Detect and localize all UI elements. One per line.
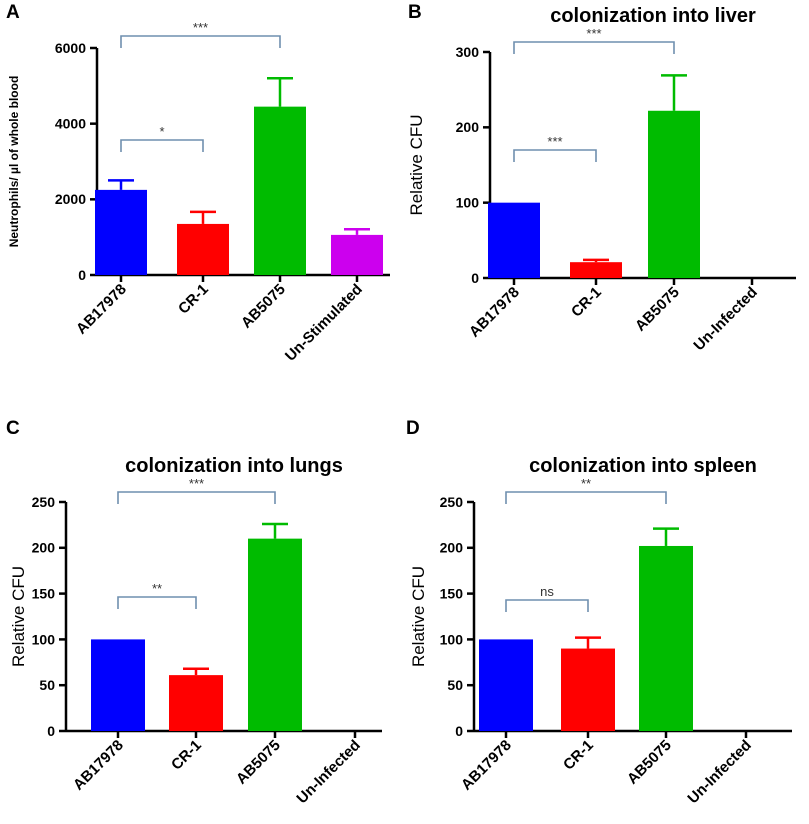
x-category-label: Un-Infected [293, 737, 363, 807]
x-category-label: AB17978 [458, 737, 515, 794]
significance-bracket [120, 35, 281, 48]
bar-cr-1 [177, 223, 229, 275]
y-tick-label: 250 [32, 494, 56, 510]
y-tick-label: 50 [447, 677, 463, 693]
y-tick-label: 100 [456, 195, 480, 211]
y-tick-label: 0 [78, 267, 86, 283]
significance-label: ** [581, 476, 591, 491]
x-category-label: Un-Infected [690, 284, 760, 354]
y-tick-label: 4000 [55, 116, 86, 132]
significance-bracket [505, 491, 667, 504]
chart-title: colonization into spleen [529, 455, 757, 477]
x-category-label: Un-Infected [684, 737, 754, 807]
bar-ab5075 [648, 110, 700, 278]
x-category-label: CR-1 [560, 737, 597, 774]
chart-title: colonization into lungs [125, 455, 343, 477]
significance-label: * [159, 124, 164, 139]
y-axis-label: Neutrophils/ µl of whole blood [7, 76, 21, 248]
bar-ab17978 [488, 202, 540, 278]
x-category-label: AB5075 [238, 281, 289, 332]
bar-cr-1 [561, 648, 615, 731]
y-tick-label: 2000 [55, 191, 86, 207]
y-tick-label: 200 [456, 119, 480, 135]
panel-letter: C [6, 418, 20, 439]
bar-ab17978 [91, 639, 145, 731]
significance-label: *** [189, 476, 204, 491]
panel-letter: B [408, 2, 422, 23]
bar-ab5075 [254, 106, 306, 276]
bar-un-stimulated [331, 234, 383, 275]
x-category-label: Un-Stimulated [282, 281, 366, 365]
significance-label: ** [152, 581, 162, 596]
panel-letter: A [6, 2, 20, 23]
y-tick-label: 0 [471, 270, 479, 286]
significance-label: *** [547, 134, 562, 149]
y-tick-label: 50 [39, 677, 55, 693]
bar-cr-1 [169, 675, 223, 731]
significance-bracket [117, 596, 197, 609]
y-tick-label: 6000 [55, 40, 86, 56]
x-category-label: AB5075 [632, 284, 683, 335]
y-axis-label: Relative CFU [409, 566, 428, 667]
bar-ab17978 [479, 639, 533, 731]
y-axis-label: Relative CFU [9, 566, 28, 667]
y-tick-label: 250 [440, 494, 464, 510]
significance-label: *** [193, 20, 208, 35]
bar-ab17978 [95, 189, 147, 275]
x-category-label: CR-1 [168, 737, 205, 774]
panel-a-chart: A Neutrophils/ µl of whole blood 0 2000 4000… [0, 0, 404, 412]
y-tick-label: 200 [32, 540, 56, 556]
y-tick-label: 150 [32, 586, 56, 602]
x-category-label: CR-1 [568, 284, 605, 321]
y-tick-label: 300 [456, 44, 480, 60]
bar-cr-1 [570, 262, 622, 278]
bar-ab5075 [248, 538, 302, 731]
chart-title: colonization into liver [550, 5, 756, 27]
x-category-label: AB17978 [70, 737, 127, 794]
x-category-label: AB5075 [233, 737, 284, 788]
significance-bracket [117, 491, 276, 504]
y-axis-label: Relative CFU [407, 114, 426, 215]
y-tick-label: 0 [455, 723, 463, 739]
x-category-label: CR-1 [175, 281, 212, 318]
y-tick-label: 100 [440, 631, 464, 647]
significance-label: *** [586, 26, 601, 41]
significance-bracket [120, 139, 204, 152]
neutrophils-bar-chart: A Neutrophils/ µl of whole blood 0 2000 4000… [6, 2, 390, 365]
y-tick-label: 200 [440, 540, 464, 556]
significance-label: ns [540, 584, 554, 599]
significance-bracket [513, 149, 597, 162]
x-category-label: AB17978 [466, 284, 523, 341]
y-tick-label: 150 [440, 586, 464, 602]
significance-bracket [513, 41, 675, 54]
significance-bracket [505, 599, 589, 612]
bar-ab5075 [639, 545, 693, 731]
panel-letter: D [406, 418, 420, 439]
y-tick-label: 100 [32, 631, 56, 647]
y-tick-label: 0 [47, 723, 55, 739]
x-category-label: AB5075 [624, 737, 675, 788]
x-category-label: AB17978 [73, 281, 130, 338]
